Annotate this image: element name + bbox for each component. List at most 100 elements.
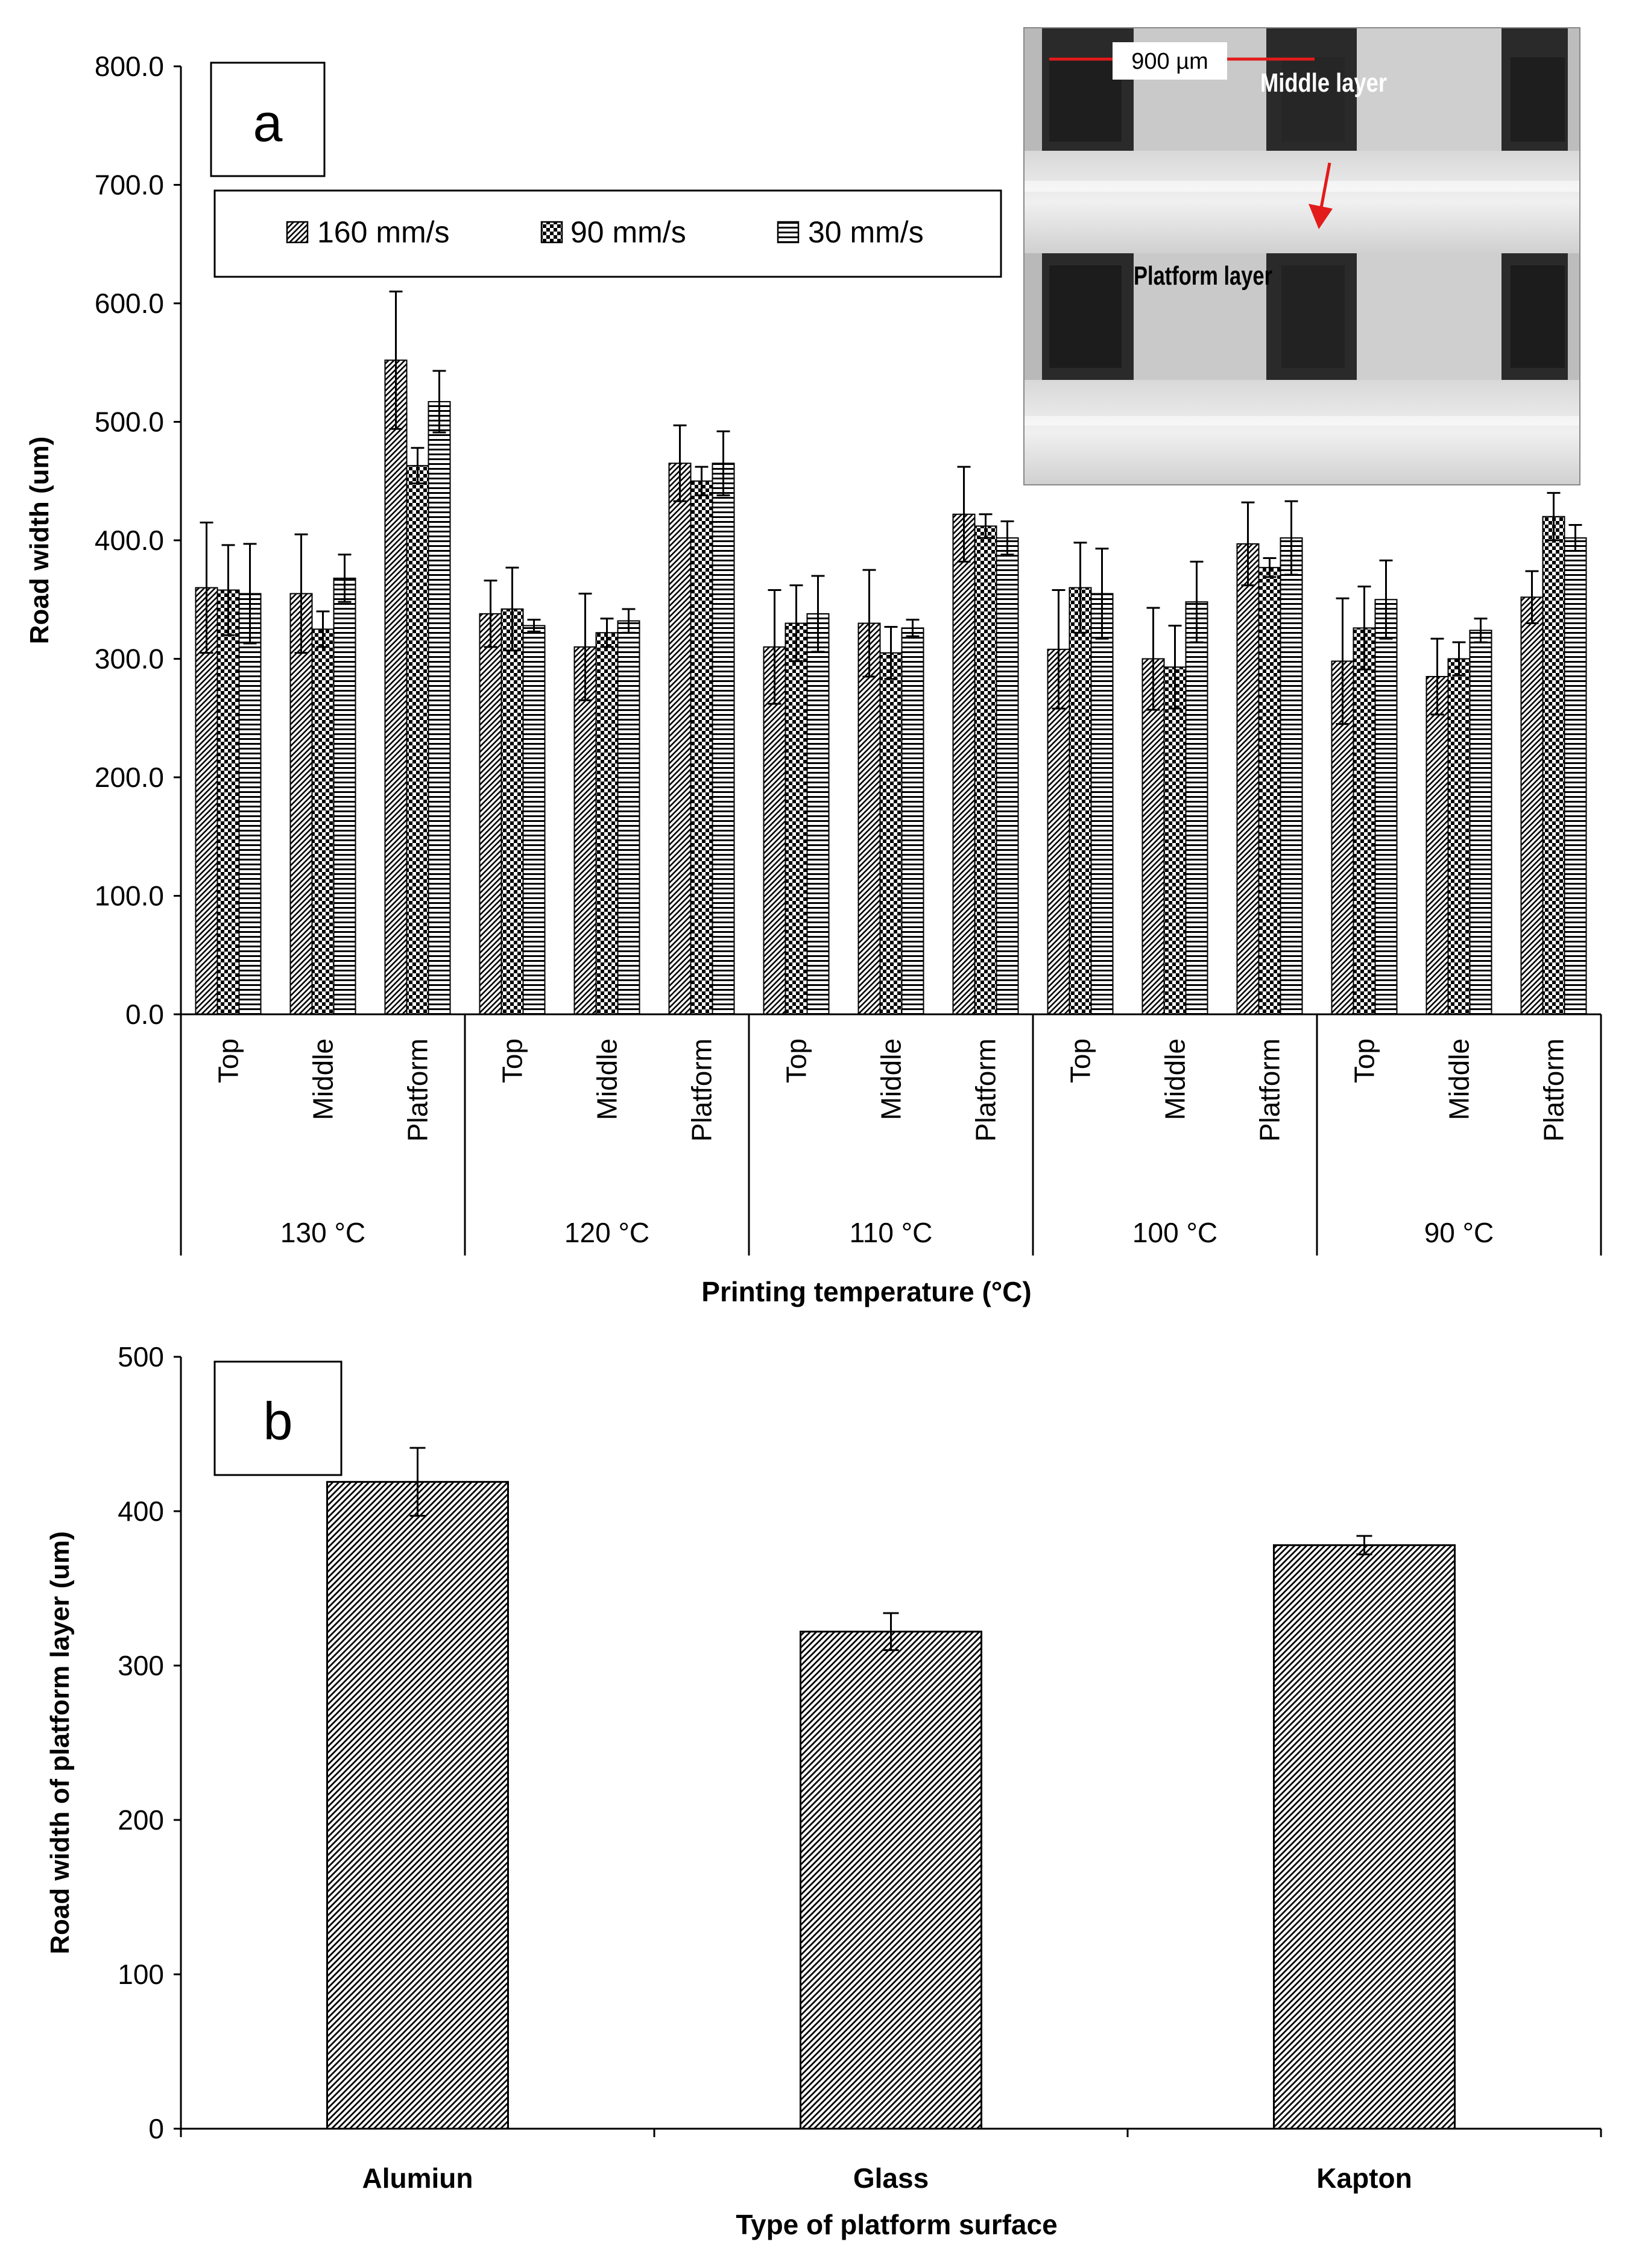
bar xyxy=(479,613,502,1015)
bar xyxy=(806,613,830,1015)
legend-box xyxy=(213,189,1002,278)
panel-b-bars xyxy=(326,1480,1456,2130)
panel-b-y-axis-label: Road width of platform layer (um) xyxy=(45,1531,75,1954)
bar xyxy=(857,622,881,1016)
bar xyxy=(1542,516,1565,1015)
y-tick-label: 500.0 xyxy=(95,406,164,438)
y-tick-label: 400.0 xyxy=(95,525,164,556)
group-label: 110 °C xyxy=(850,1217,933,1248)
y-tick-label: 0 xyxy=(148,2113,164,2144)
bar xyxy=(1447,658,1471,1015)
bar xyxy=(595,632,619,1015)
bar xyxy=(406,465,429,1015)
bar xyxy=(1273,1544,1456,2130)
panel-a-chart: 0.0 100.0 200.0 300.0 400.0 500.0 600.0 700.0 80… xyxy=(25,27,1602,1307)
bar xyxy=(1426,675,1449,1015)
x-category-label: Alumiun xyxy=(362,2162,473,2194)
bar xyxy=(500,608,524,1015)
panel-b-x-categories: Alumiun Glass Kapton xyxy=(180,2129,1602,2194)
subcategory-label: Top xyxy=(1349,1038,1380,1083)
subcategory-label: Top xyxy=(497,1038,528,1083)
bar xyxy=(1353,627,1376,1016)
panel-b-label: b xyxy=(264,1391,293,1451)
bar xyxy=(333,577,356,1015)
legend-swatch-160 xyxy=(286,221,309,244)
group-label: 120 °C xyxy=(564,1217,649,1248)
bar xyxy=(1069,587,1092,1015)
y-tick-label: 800.0 xyxy=(95,51,164,82)
bar xyxy=(1236,543,1260,1015)
bar xyxy=(1090,593,1114,1015)
scale-bar-label: 900 µm xyxy=(1131,49,1208,74)
scale-bar-label-box xyxy=(1113,42,1227,80)
bar xyxy=(1469,630,1492,1015)
bar xyxy=(216,589,240,1015)
bar xyxy=(1374,599,1398,1015)
group-label: 90 °C xyxy=(1424,1217,1494,1248)
bar xyxy=(238,593,262,1015)
panel-b-error-bars xyxy=(409,1447,1372,1651)
panel-a-legend: 160 mm/s 90 mm/s 30 mm/s xyxy=(213,189,1002,278)
y-tick-label: 200 xyxy=(118,1804,164,1836)
subcategory-label: Platform xyxy=(970,1038,1002,1142)
y-tick-label: 700.0 xyxy=(95,169,164,201)
bar xyxy=(311,628,335,1015)
legend-label-90: 90 mm/s xyxy=(570,215,686,249)
subcategory-label: Platform xyxy=(1254,1038,1286,1142)
panel-a-error-bars xyxy=(200,290,1582,725)
subcategory-label: Platform xyxy=(1538,1038,1570,1142)
bar xyxy=(879,652,903,1016)
y-tick-label: 600.0 xyxy=(95,288,164,319)
subcategory-label: Platform xyxy=(402,1038,434,1142)
bar xyxy=(289,593,313,1015)
y-tick-label: 300 xyxy=(118,1650,164,1681)
bar xyxy=(1258,567,1281,1015)
subcategory-label: Middle xyxy=(592,1038,623,1120)
panel-a-label: a xyxy=(253,93,283,153)
legend-swatch-30 xyxy=(777,221,800,244)
subcategory-label: Middle xyxy=(876,1038,907,1120)
panel-b-label-box xyxy=(213,1360,343,1476)
y-tick-label: 200.0 xyxy=(95,762,164,793)
panel-b-y-axis-ticks: 0 100 200 300 400 500 xyxy=(118,1341,181,2144)
bar xyxy=(326,1480,509,2130)
bar xyxy=(800,1631,982,2130)
subcategory-label: Top xyxy=(1065,1038,1096,1083)
inset-label-platform: Platform layer xyxy=(1134,261,1272,291)
bar xyxy=(428,401,451,1015)
subcategory-label: Middle xyxy=(308,1038,339,1120)
bar xyxy=(522,625,546,1015)
y-tick-label: 0.0 xyxy=(125,999,164,1030)
bar xyxy=(712,463,735,1015)
y-tick-label: 400 xyxy=(118,1496,164,1527)
subcategory-label: Top xyxy=(213,1038,244,1083)
bar xyxy=(952,513,976,1015)
x-category-label: Kapton xyxy=(1316,2162,1412,2194)
panel-a-label-box xyxy=(210,62,326,177)
legend-swatch-90 xyxy=(540,221,563,244)
bar xyxy=(785,622,808,1016)
bar xyxy=(617,620,640,1015)
y-tick-label: 300.0 xyxy=(95,643,164,675)
inset-arrow-shaft xyxy=(1319,162,1331,212)
y-tick-label: 100 xyxy=(118,1959,164,1990)
bar xyxy=(974,525,997,1015)
bar xyxy=(1280,537,1303,1015)
legend-label-160: 160 mm/s xyxy=(317,215,450,249)
bar xyxy=(690,480,713,1015)
legend-label-30: 30 mm/s xyxy=(808,215,924,249)
bar xyxy=(1520,596,1544,1015)
bar xyxy=(996,537,1019,1015)
x-category-label: Glass xyxy=(853,2162,929,2194)
panel-a-y-axis-label: Road width (um) xyxy=(25,437,54,645)
inset-arrow-head xyxy=(1309,204,1333,229)
subcategory-label: Platform xyxy=(686,1038,718,1142)
subcategory-label: Top xyxy=(781,1038,812,1083)
subcategory-label: Middle xyxy=(1444,1038,1475,1120)
bar xyxy=(901,627,924,1016)
y-tick-label: 100.0 xyxy=(95,880,164,912)
group-label: 100 °C xyxy=(1132,1217,1217,1248)
y-tick-label: 500 xyxy=(118,1341,164,1372)
subcategory-label: Middle xyxy=(1160,1038,1191,1120)
